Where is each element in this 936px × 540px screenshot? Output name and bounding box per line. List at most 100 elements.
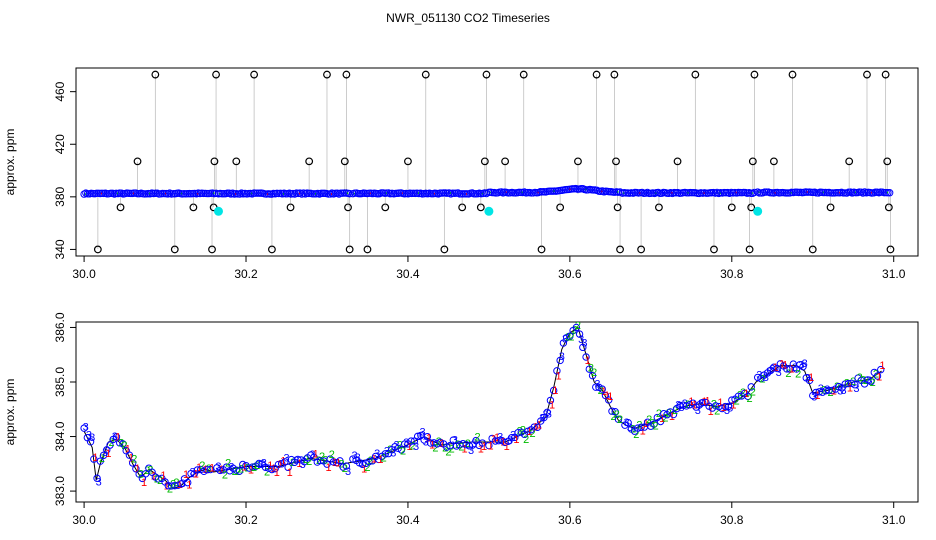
series-point <box>753 373 762 382</box>
series-digit-marker: 3 <box>792 362 798 374</box>
outlier-point <box>482 70 491 79</box>
series-point <box>336 457 344 465</box>
outlier-point <box>189 203 198 212</box>
series-digit-marker: 2 <box>251 462 257 474</box>
plot-frame <box>75 67 919 257</box>
series-digit-marker: 1 <box>439 438 445 450</box>
series-digit-marker: 3 <box>180 478 186 490</box>
series-digit-marker: 1 <box>708 406 714 418</box>
series-point <box>381 450 389 458</box>
baseline-point <box>859 189 867 197</box>
series-point <box>566 332 574 340</box>
series-digit-marker: 2 <box>646 414 652 426</box>
series-digit-marker: 3 <box>416 431 422 443</box>
series-point <box>86 438 95 446</box>
series-point <box>549 386 558 395</box>
outlier-point <box>404 157 412 166</box>
series-digit-marker: 2 <box>397 439 403 451</box>
series-digit-marker: 3 <box>96 477 102 489</box>
series-digit-marker: 2 <box>649 418 655 430</box>
x-tick-label: 31.0 <box>882 513 906 527</box>
series-digit-marker: 1 <box>879 360 885 372</box>
series-digit-marker: 2 <box>617 414 623 426</box>
series-point <box>799 362 807 371</box>
series-digit-marker: 1 <box>743 388 749 400</box>
series-point <box>656 417 665 426</box>
series-digit-marker: 3 <box>358 458 364 470</box>
series-digit-marker: 1 <box>659 413 665 425</box>
series-point <box>255 459 263 468</box>
series-digit-marker: 3 <box>89 432 95 444</box>
series-digit-marker: 2 <box>455 439 461 451</box>
series-digit-marker: 1 <box>406 441 412 453</box>
series-digit-marker: 2 <box>410 441 416 453</box>
outlier-point <box>574 157 582 166</box>
series-digit-marker: 1 <box>462 443 468 455</box>
series-digit-marker: 2 <box>591 367 597 379</box>
series-digit-marker: 3 <box>581 338 587 350</box>
series-digit-marker: 2 <box>863 375 869 387</box>
panel-top: 30.0 30.2 30.4 30.6 30.8 31.0 340 380 420 460 appr… <box>3 67 919 281</box>
series-digit-marker: 1 <box>267 460 273 472</box>
series-point <box>116 439 124 447</box>
series-point <box>698 398 707 407</box>
series-digit-marker: 2 <box>445 447 451 459</box>
series-digit-marker: 1 <box>134 463 140 475</box>
series-point <box>834 382 843 391</box>
series-digit-marker: 2 <box>834 381 840 393</box>
series-point <box>543 408 551 417</box>
series-digit-marker: 2 <box>131 454 137 466</box>
series-digit-marker: 3 <box>837 385 843 397</box>
outlier-point <box>116 203 125 212</box>
series-point <box>877 365 885 374</box>
outlier-point <box>883 157 892 166</box>
series-digit-marker: 1 <box>361 463 367 475</box>
series-point <box>248 463 257 471</box>
series-digit-marker: 2 <box>387 444 393 456</box>
series-digit-marker: 1 <box>177 479 183 491</box>
series-point <box>284 463 292 472</box>
series-digit-marker: 2 <box>400 445 406 457</box>
series-digit-marker: 1 <box>555 371 561 383</box>
series-digit-marker: 1 <box>815 390 821 402</box>
series-digit-marker: 3 <box>727 402 733 414</box>
outlier-point <box>381 203 390 212</box>
series-point <box>459 439 467 448</box>
series-digit-marker: 1 <box>772 362 778 374</box>
series-digit-marker: 1 <box>296 458 302 470</box>
series-point <box>556 356 564 365</box>
series-point <box>90 455 98 463</box>
series-digit-marker: 3 <box>811 391 817 403</box>
series-digit-marker: 3 <box>695 405 701 417</box>
series-digit-marker: 2 <box>844 377 850 389</box>
series-point <box>847 379 856 388</box>
series-digit-marker: 2 <box>232 466 238 478</box>
y-tick-label: 385.0 <box>53 367 67 397</box>
series-digit-marker: 2 <box>436 436 442 448</box>
series-digit-marker: 3 <box>510 429 516 441</box>
series-digit-marker: 1 <box>491 433 497 445</box>
series-digit-marker: 3 <box>798 359 804 371</box>
series-digit-marker: 2 <box>118 437 124 449</box>
series-digit-marker: 2 <box>238 463 244 475</box>
series-digit-marker: 3 <box>300 459 306 471</box>
series-point <box>106 441 114 449</box>
series-digit-marker: 2 <box>734 395 740 407</box>
outlier-point <box>170 245 179 254</box>
series-digit-marker: 2 <box>449 444 455 456</box>
series-digit-marker: 2 <box>821 384 827 396</box>
series-point <box>624 418 632 427</box>
series-digit-marker: 2 <box>138 468 144 480</box>
series-point <box>407 437 415 445</box>
series-point <box>614 415 623 424</box>
series-digit-marker: 3 <box>824 384 830 396</box>
series-point <box>867 377 875 386</box>
plot-frame <box>75 321 919 503</box>
series-digit-marker: 3 <box>682 398 688 410</box>
outlier-point <box>881 70 890 79</box>
series-digit-marker: 3 <box>866 375 872 387</box>
outlier-point <box>886 245 895 254</box>
series-point <box>423 432 432 441</box>
series-point <box>206 465 215 474</box>
